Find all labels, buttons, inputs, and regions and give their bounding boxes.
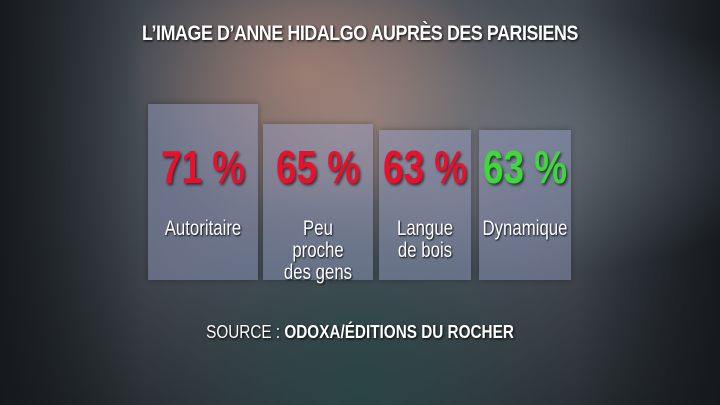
stat-value: 63 % [483,141,567,193]
stat-label: Autoritaire [164,217,242,240]
page-title: L’IMAGE D’ANNE HIDALGO AUPRÈS DES PARISI… [142,22,578,45]
stat-panel-dynamique: 63 % Dynamique [479,130,571,280]
stat-value: 65 % [276,141,360,193]
source-line: SOURCE : ODOXA/ÉDITIONS DU ROCHER [54,322,666,343]
stat-label: Langue de bois [397,217,454,262]
stat-panel-autoritaire: 71 % Autoritaire [148,104,258,280]
stat-panel-peu-proche: 65 % Peu proche des gens [263,123,373,284]
stat-label: Dynamique [482,217,568,240]
source-label: SOURCE : [206,322,281,342]
stat-label: Peu proche des gens [283,217,353,284]
stat-value: 71 % [161,141,245,193]
stat-panel-langue-de-bois: 63 % Langue de bois [379,130,471,280]
stat-value: 63 % [383,141,467,193]
source-value: ODOXA/ÉDITIONS DU ROCHER [284,322,514,342]
